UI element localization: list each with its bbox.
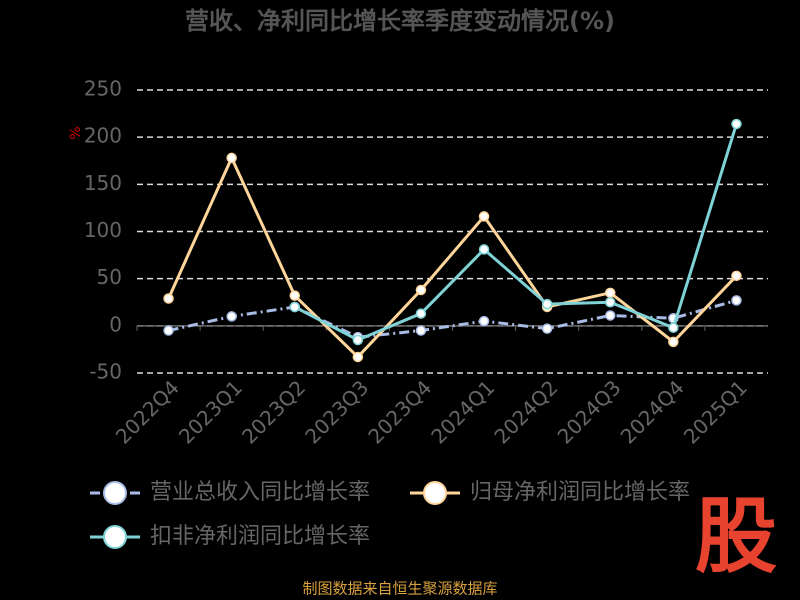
data-point — [605, 287, 616, 299]
data-point — [478, 211, 490, 222]
logo: 股 — [695, 489, 777, 584]
data-point — [226, 152, 237, 164]
y-tick-label: 50 — [97, 265, 122, 289]
data-point — [415, 325, 427, 336]
data-point — [289, 290, 300, 301]
legend-marker — [103, 525, 127, 549]
data-point — [731, 118, 742, 130]
series-line — [167, 154, 738, 360]
data-point — [415, 308, 427, 319]
data-point — [541, 298, 553, 310]
legend-marker — [103, 481, 127, 505]
data-point — [352, 351, 364, 363]
y-tick-label: -50 — [89, 360, 122, 384]
y-axis-label: % — [68, 126, 84, 139]
data-point — [731, 270, 742, 282]
source-note: 制图数据来自恒生聚源数据库 — [302, 580, 497, 598]
data-point — [605, 297, 616, 308]
data-point — [478, 315, 490, 327]
data-point — [668, 322, 679, 333]
legend-label: 归母净利润同比增长率 — [470, 480, 690, 505]
legend-label: 营业总收入同比增长率 — [150, 480, 370, 505]
data-point — [352, 334, 364, 346]
series-line — [294, 123, 738, 342]
y-tick-label: 150 — [84, 171, 122, 195]
y-tick-label: 250 — [84, 77, 122, 101]
legend-marker — [423, 481, 447, 505]
data-point — [415, 284, 427, 296]
y-tick-label: 100 — [84, 218, 122, 242]
data-point — [163, 293, 174, 304]
legend-label: 扣非净利润同比增长率 — [150, 524, 370, 549]
chart-title: 营收、净利同比增长率季度变动情况(%) — [185, 7, 615, 35]
data-point — [605, 310, 616, 321]
y-tick-label: 0 — [109, 312, 122, 336]
data-point — [731, 295, 742, 306]
y-tick-label: 200 — [84, 124, 122, 148]
data-point — [163, 325, 174, 336]
data-point — [226, 311, 237, 322]
data-point — [668, 336, 679, 348]
data-point — [478, 244, 490, 255]
data-point — [541, 323, 553, 334]
data-point — [289, 301, 300, 313]
